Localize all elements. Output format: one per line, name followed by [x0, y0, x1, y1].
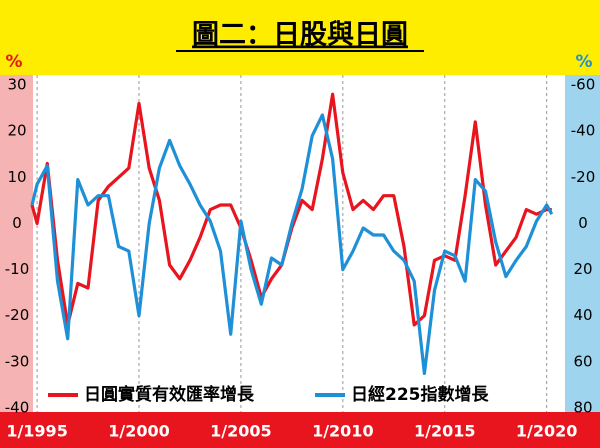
y-tick-label: -10	[5, 260, 30, 278]
y-tick-label: 0	[12, 214, 22, 232]
y-tick-label: -30	[5, 352, 30, 370]
y-tick-label: 20	[7, 122, 26, 140]
y-tick-label: -40	[5, 399, 30, 417]
y2-tick-label: 20	[573, 260, 592, 278]
plot-area	[33, 75, 565, 412]
y2-tick-label: 80	[573, 399, 592, 417]
y-axis-label: %	[5, 52, 22, 72]
x-tick-label: 1/2005	[210, 422, 272, 441]
lines	[30, 92, 554, 375]
left-axis-band	[0, 75, 33, 412]
x-axis-band	[0, 412, 600, 448]
legend-label: 日圓實質有效匯率增長	[84, 384, 255, 405]
x-tick-label: 1/2010	[312, 422, 374, 441]
y-tick-label: 10	[7, 168, 26, 186]
series-line	[30, 113, 554, 375]
chart-title: 圖二：日股與日圓	[192, 20, 408, 51]
y2-tick-label: 60	[573, 352, 592, 370]
y2-tick-label: -40	[571, 122, 596, 140]
right-axis-band	[565, 75, 600, 412]
x-tick-label: 1/2015	[414, 422, 476, 441]
y2-tick-label: -60	[571, 76, 596, 94]
y2-tick-label: 0	[578, 214, 588, 232]
x-tick-label: 1/2000	[108, 422, 170, 441]
y-tick-label: -20	[5, 306, 30, 324]
y2-axis-label: %	[575, 52, 592, 72]
header-band	[0, 0, 600, 75]
legend: 日圓實質有效匯率增長 日經225指數增長	[48, 384, 489, 405]
x-tick-label: 1/1995	[6, 422, 68, 441]
legend-label: 日經225指數增長	[351, 384, 489, 405]
y2-tick-label: 40	[573, 306, 592, 324]
y-tick-label: 30	[7, 76, 26, 94]
y2-tick-label: -20	[571, 168, 596, 186]
grid	[36, 75, 548, 412]
x-tick-label: 1/2020	[516, 422, 578, 441]
